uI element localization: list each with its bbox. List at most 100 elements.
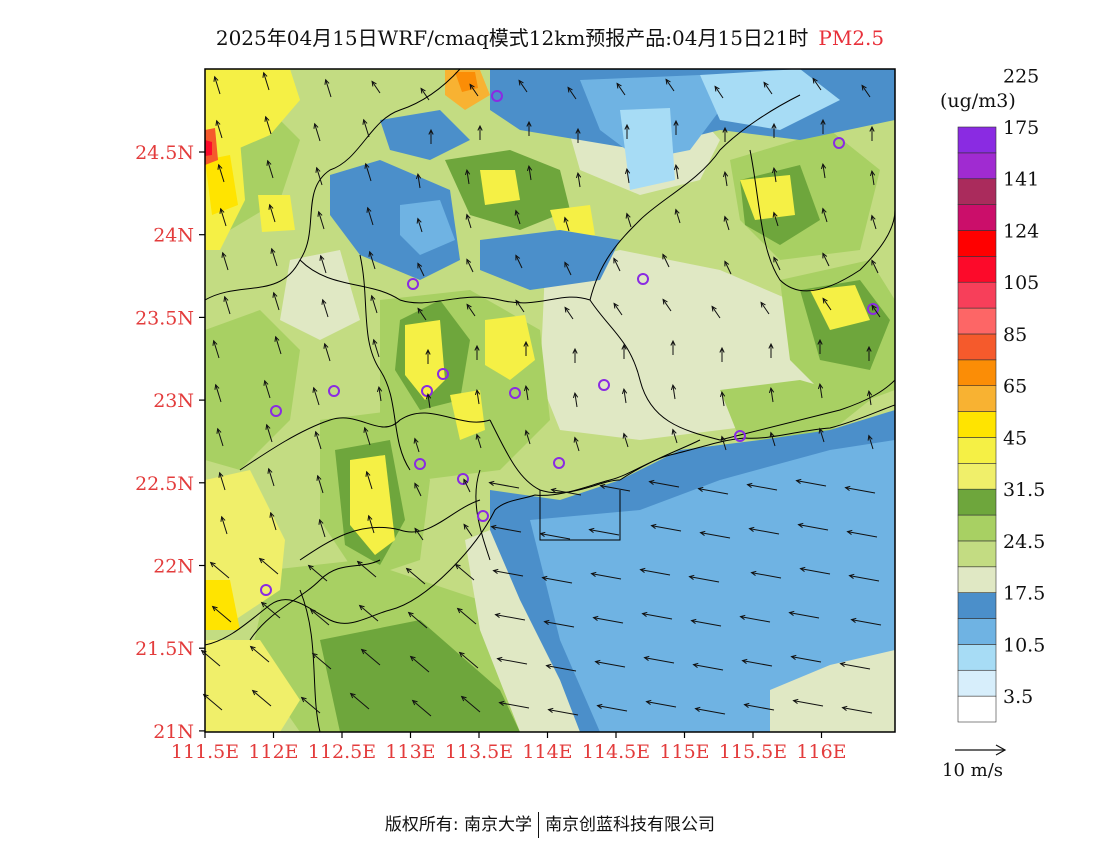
wind-arrow (526, 120, 532, 136)
wind-arrow (414, 482, 422, 497)
wind-arrow (711, 305, 721, 319)
wind-arrow (621, 343, 627, 359)
wind-arrow (769, 431, 776, 447)
wind-arrow (212, 339, 220, 359)
wind-arrow (866, 390, 873, 406)
colorbar-swatch (957, 178, 997, 205)
wind-arrow (466, 258, 474, 273)
wind-arrow (272, 291, 280, 311)
wind-arrow (575, 172, 582, 188)
wind-arrow (545, 663, 577, 672)
wind-arrow (217, 163, 225, 183)
wind-arrow (866, 345, 872, 361)
wind-arrow (319, 254, 327, 274)
wind-arrow (613, 302, 623, 316)
wind-arrow (409, 655, 430, 673)
wind-arrow (363, 426, 371, 446)
wind-arrow (376, 386, 383, 402)
wind-arrow (788, 610, 820, 619)
wind-arrow (309, 608, 330, 626)
colorbar-swatch (957, 488, 997, 516)
wind-arrow (460, 695, 481, 713)
wind-arrow (592, 615, 624, 624)
wind-arrow (844, 485, 876, 494)
wind-arrow (260, 601, 281, 619)
wind-arrow (690, 618, 722, 627)
city-marker (833, 137, 845, 149)
colorbar-swatch (957, 333, 997, 361)
wind-arrow (317, 210, 325, 230)
wind-arrow (411, 699, 432, 717)
wind-arrow (263, 379, 271, 399)
wind-arrow (267, 467, 275, 487)
wind-arrow (405, 567, 426, 585)
wind-arrow (575, 127, 581, 143)
wind-arrow (477, 124, 483, 140)
wind-arrow (524, 429, 531, 445)
wind-arrow (673, 119, 679, 135)
wind-arrow (768, 342, 774, 358)
wind-arrow (515, 299, 525, 313)
wind-arrow (719, 346, 725, 362)
wind-arrow (539, 531, 571, 540)
wind-arrow (818, 427, 825, 443)
lat-tick-label: 23N (153, 390, 194, 412)
wind-arrow (662, 253, 670, 268)
wind-arrow (790, 654, 822, 663)
wind-arrow (523, 385, 530, 401)
wind-arrow (771, 122, 777, 138)
colorbar-swatch (957, 281, 997, 309)
wind-arrow (616, 82, 626, 96)
wind-arrow (360, 648, 381, 666)
wind-arrow (458, 651, 479, 669)
colorbar-swatch (957, 307, 997, 335)
wind-arrow (871, 259, 879, 274)
wind-arrow (274, 335, 282, 355)
wind-arrow (670, 384, 677, 400)
lon-tick-label: 111.5E (171, 741, 239, 763)
wind-arrow (523, 340, 529, 356)
colorbar-label: 105 (1003, 272, 1039, 294)
wind-arrow (662, 298, 672, 312)
wind-vectors (200, 71, 882, 717)
wind-arrow (714, 85, 724, 99)
wind-arrow (688, 574, 720, 583)
wind-arrow (846, 529, 878, 538)
wind-arrow (869, 125, 875, 141)
wind-arrow (871, 304, 881, 318)
wind-arrow (526, 165, 533, 181)
copyright-separator (538, 812, 540, 838)
colorbar-swatch (957, 540, 997, 568)
city-marker (553, 457, 565, 469)
colorbar-label: 3.5 (1003, 686, 1033, 708)
wind-arrow (316, 474, 324, 494)
wind-arrow (573, 436, 580, 452)
wind-arrow (543, 619, 575, 628)
wind-arrow (300, 696, 321, 714)
wind-arrow (622, 432, 629, 448)
wind-arrow (567, 86, 577, 100)
colorbar-label: 225 (1003, 65, 1039, 87)
wind-arrow (318, 518, 326, 538)
wind-arrow (307, 564, 328, 582)
wind-arrow (820, 118, 826, 134)
wind-arrow (496, 656, 528, 665)
wind-arrow (498, 700, 530, 709)
wind-arrow (213, 75, 221, 95)
wind-arrow (795, 478, 827, 487)
wind-arrow (428, 128, 434, 144)
lon-tick-label: 114.5E (582, 741, 650, 763)
colorbar-label: 17.5 (1003, 583, 1045, 605)
wind-arrow (547, 707, 579, 716)
wind-arrow (643, 655, 675, 664)
colorbar-swatch (957, 669, 997, 697)
wind-arrow (624, 123, 630, 139)
wind-arrow (760, 301, 770, 315)
lat-tick-label: 21.5N (135, 638, 194, 660)
wind-arrow (469, 83, 479, 97)
wind-arrow (269, 511, 277, 531)
wind-arrow (425, 348, 431, 364)
wind-arrow (211, 605, 232, 623)
wind-arrow (812, 77, 822, 91)
